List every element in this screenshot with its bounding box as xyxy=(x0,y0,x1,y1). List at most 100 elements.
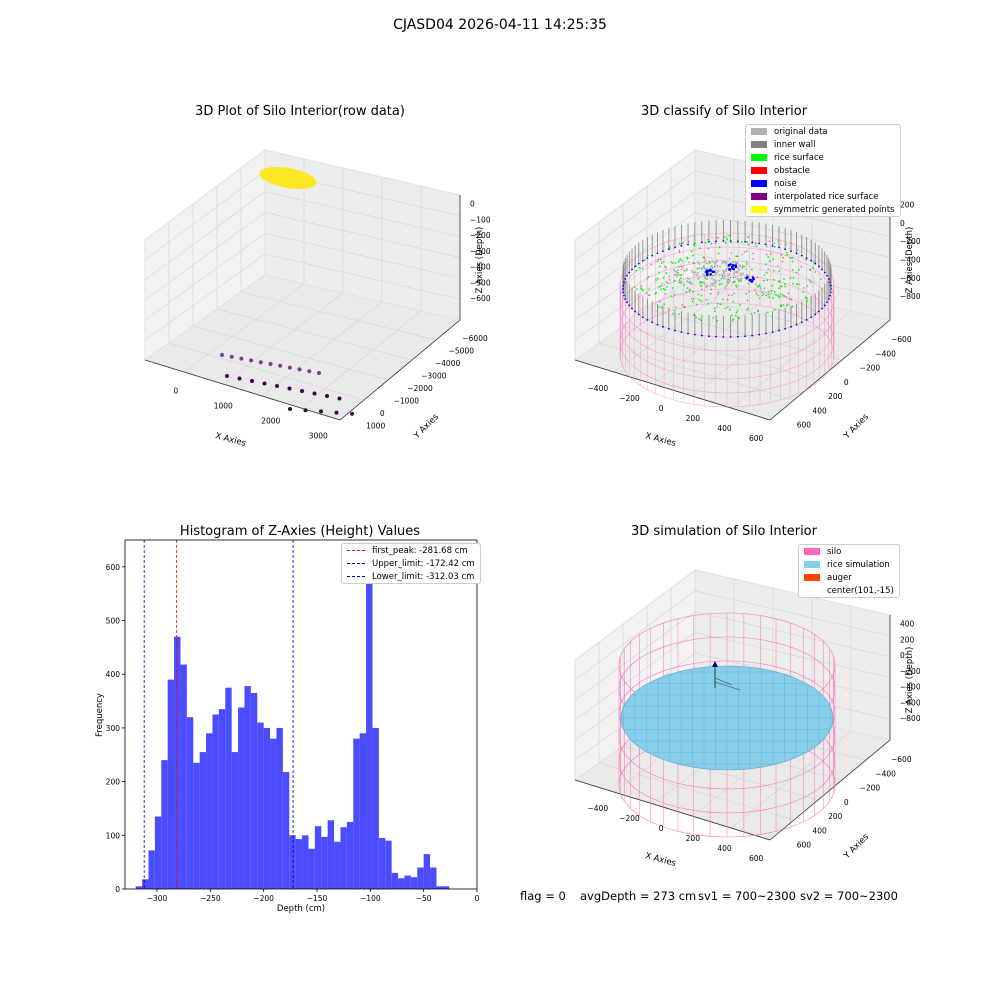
rice-surface-point xyxy=(688,288,691,291)
rice-surface-point xyxy=(709,292,712,295)
grid-line xyxy=(574,170,696,261)
raw-point xyxy=(337,396,342,401)
rice-surface-point xyxy=(693,244,696,247)
original-point xyxy=(696,274,699,277)
rice-surface-point xyxy=(686,256,688,259)
auger-arm xyxy=(714,677,733,686)
x-tick-label: −300 xyxy=(147,894,168,903)
grid-line xyxy=(652,292,774,385)
z-tick-label: −200 xyxy=(900,667,920,676)
original-point xyxy=(676,273,679,276)
y-tick-label: −200 xyxy=(860,784,881,793)
raw-point xyxy=(350,411,354,416)
interpolated-point xyxy=(748,291,750,293)
original-point xyxy=(677,266,680,269)
original-point xyxy=(733,272,736,275)
noise-point xyxy=(748,278,752,282)
noise-point xyxy=(641,316,644,319)
raw-point xyxy=(317,371,321,375)
silo-ring xyxy=(619,288,835,394)
rice-surface-point xyxy=(762,279,765,282)
rice-surface-point xyxy=(690,250,693,253)
interpolated-point xyxy=(789,298,791,300)
y-tick-label: −2000 xyxy=(407,384,433,393)
rice-surface-point xyxy=(691,300,694,303)
z-axis-label: Z Axies (Depth) xyxy=(475,227,485,294)
interpolated-point xyxy=(768,240,771,243)
rice-surface-point xyxy=(700,285,703,288)
histogram-bar xyxy=(340,827,347,889)
raw-point xyxy=(278,363,283,368)
noise-point xyxy=(758,242,761,245)
interpolated-point xyxy=(752,258,754,260)
rice-surface-point xyxy=(773,246,776,248)
noise-point xyxy=(622,284,625,287)
interpolated-point xyxy=(746,308,749,311)
original-point xyxy=(675,273,678,276)
x-tick-label: 0 xyxy=(173,387,178,396)
x-tick-label: −50 xyxy=(416,894,432,903)
noise-point xyxy=(674,246,676,249)
interpolated-point xyxy=(758,284,761,286)
legend-entry: symmetric generated points xyxy=(746,203,900,216)
x-tick-label: 2000 xyxy=(261,417,280,426)
original-point xyxy=(732,281,735,284)
silo-ring xyxy=(619,260,835,366)
legend-label: first_peak: -281.68 cm xyxy=(372,545,468,556)
x-tick-label: 400 xyxy=(717,844,732,853)
histogram-vlines xyxy=(143,540,294,889)
rice-surface-point xyxy=(735,255,738,258)
rice-surface-point xyxy=(635,288,638,291)
rice-surface-point xyxy=(701,281,704,284)
rice-surface-point xyxy=(726,238,729,240)
rice-surface-point xyxy=(767,293,770,296)
interpolated-point xyxy=(727,306,729,308)
y-tick-label: 0 xyxy=(844,798,849,807)
original-point xyxy=(745,268,748,271)
y-axis-label: Y Axies xyxy=(841,412,871,442)
grid-line xyxy=(574,632,696,721)
noise-point xyxy=(708,240,710,243)
interpolated-point xyxy=(681,304,684,306)
rice-surface-point xyxy=(771,315,774,318)
grid-line xyxy=(694,611,891,658)
rice-surface-point xyxy=(677,271,680,274)
interpolated-point xyxy=(753,312,756,314)
raw-point xyxy=(334,410,339,415)
interpolated-point xyxy=(773,242,775,245)
rice-surface-point xyxy=(764,263,767,266)
original-point xyxy=(727,280,730,283)
interpolated-point xyxy=(728,294,730,296)
rice-surface-point xyxy=(759,286,761,288)
rice-surface-point xyxy=(658,271,660,274)
rice-surface-point xyxy=(791,256,794,259)
noise-point xyxy=(628,271,631,274)
silo-ring xyxy=(619,274,835,380)
classify-legend: original data inner wall rice surface obsta… xyxy=(745,124,901,217)
original-point xyxy=(725,262,728,265)
rice-surface-point xyxy=(671,262,674,264)
histogram-bar xyxy=(378,837,386,889)
legend-entry: first_peak: -281.68 cm xyxy=(342,544,480,557)
rice-surface-point xyxy=(665,272,668,274)
rice-surface-point xyxy=(750,312,753,315)
noise-point xyxy=(817,310,820,313)
noise-point xyxy=(667,327,670,330)
interpolated-point xyxy=(661,282,663,285)
rice-surface-point xyxy=(696,267,699,270)
noise-point xyxy=(637,262,640,265)
interpolated-point xyxy=(724,287,726,289)
interpolated-point xyxy=(780,254,783,256)
rice-surface-point xyxy=(670,295,673,298)
original-point xyxy=(712,282,715,285)
rice-surface-point xyxy=(658,285,660,288)
histogram-bar xyxy=(212,714,219,889)
rice-surface-point xyxy=(640,287,643,289)
noise-point xyxy=(624,298,627,300)
interpolated-point xyxy=(732,276,735,279)
rice-surface-point xyxy=(662,276,665,279)
noise-point xyxy=(826,301,828,304)
legend-entry: center(101,-15) xyxy=(799,584,899,597)
legend-entry: inner wall xyxy=(746,138,900,151)
